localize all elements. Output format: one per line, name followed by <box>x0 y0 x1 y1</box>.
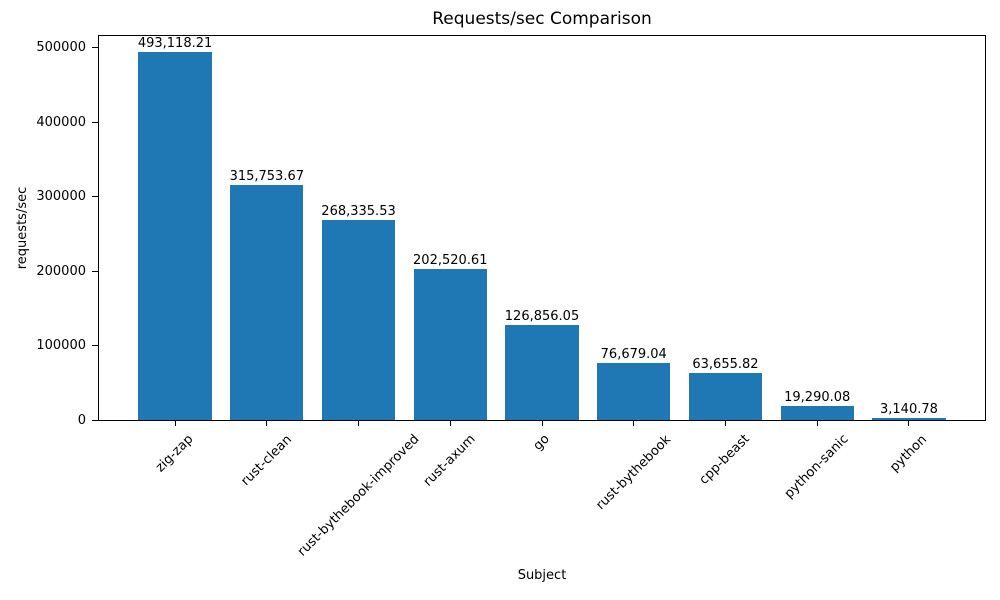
bar-value-label: 268,335.53 <box>321 203 396 219</box>
bar-value-label: 63,655.82 <box>692 356 759 372</box>
bar-value-label: 126,856.05 <box>504 309 580 325</box>
y-tick <box>92 196 98 197</box>
y-tick <box>92 420 98 421</box>
bar <box>780 405 854 420</box>
bar-value-label: 76,679.04 <box>600 346 667 362</box>
y-axis-label: requests/sec <box>15 186 30 270</box>
y-tick-label: 200000 <box>36 263 86 279</box>
x-tick <box>449 421 451 426</box>
y-tick-label: 300000 <box>36 189 86 205</box>
x-tick <box>174 421 176 426</box>
bar-value-label: 493,118.21 <box>137 36 213 52</box>
x-tick-label: python-sanic <box>781 432 852 502</box>
x-tick <box>358 421 360 426</box>
x-tick <box>908 421 910 426</box>
x-tick-label: rust-bythebook-improved <box>294 431 422 560</box>
bar <box>872 417 946 420</box>
x-tick-label: cpp-beast <box>697 431 754 488</box>
chart-title: Requests/sec Comparison <box>432 9 652 29</box>
y-tick <box>92 345 98 346</box>
bar <box>230 184 304 420</box>
x-tick-label: rust-clean <box>238 431 295 489</box>
bar-value-label: 202,520.61 <box>413 253 488 269</box>
x-tick-label: zig-zap <box>152 431 197 476</box>
y-tick-label: 400000 <box>36 114 86 130</box>
bar <box>597 362 671 420</box>
x-tick <box>266 421 268 426</box>
y-tick <box>92 271 98 272</box>
y-tick <box>92 122 98 123</box>
bar-value-label: 19,290.08 <box>784 389 851 405</box>
bar <box>505 325 579 420</box>
bar-value-label: 3,140.78 <box>879 401 938 417</box>
x-tick-label: rust-axum <box>421 432 479 490</box>
x-tick-label: rust-bythebook <box>593 431 674 513</box>
x-tick <box>541 421 543 426</box>
bar <box>688 372 763 420</box>
y-tick <box>92 47 98 48</box>
x-tick-label: go <box>530 431 553 454</box>
x-tick <box>816 421 818 426</box>
bar-value-label: 315,753.67 <box>229 168 304 184</box>
y-tick-label: 100000 <box>36 338 86 354</box>
bar <box>138 52 212 420</box>
x-axis-label: Subject <box>517 568 567 583</box>
bar <box>321 219 396 420</box>
x-tick <box>633 421 635 426</box>
x-tick <box>724 421 726 426</box>
y-tick-label: 0 <box>77 413 86 428</box>
y-tick-label: 500000 <box>36 40 86 56</box>
x-tick-label: python <box>887 431 930 475</box>
bar <box>413 269 487 420</box>
